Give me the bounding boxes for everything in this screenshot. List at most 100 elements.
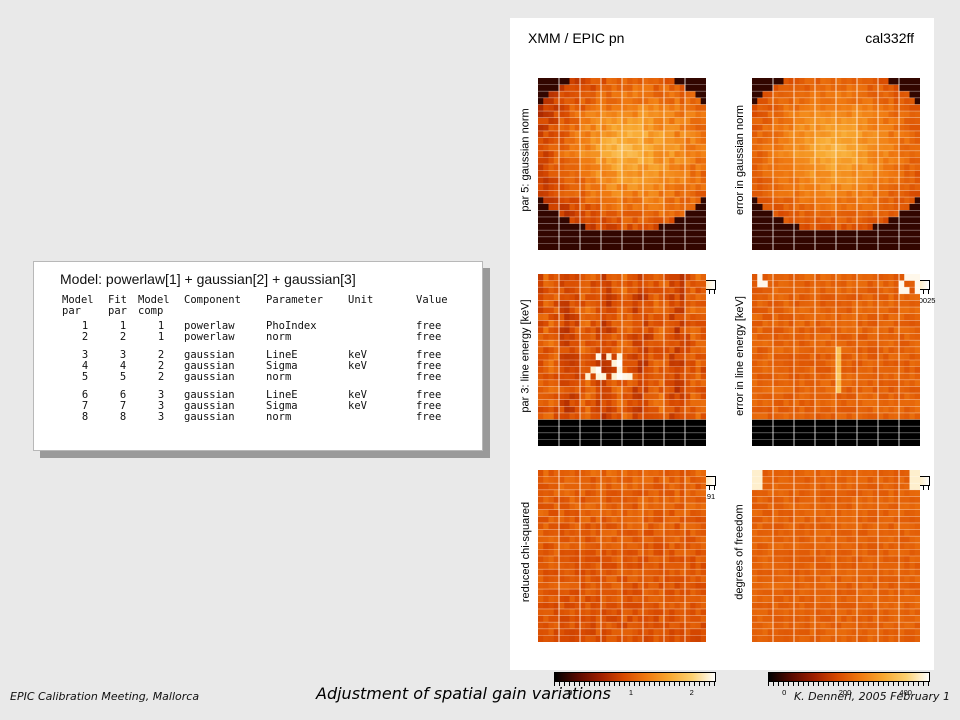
cell-value: free [416, 411, 442, 423]
cell-model-par: 4 [81, 360, 89, 372]
table-row: 6 6 3 gaussian LineE keV free [62, 383, 456, 401]
cell-component: gaussian [184, 411, 235, 423]
colorbar-tick-label: 1 [628, 688, 634, 697]
cell-model-comp: 3 [157, 411, 165, 423]
map-plot-energy-err: error in line energy [keV]00.0020.004 [730, 268, 932, 501]
figure-title: XMM / EPIC pn [528, 30, 625, 46]
cell-model-comp: 2 [157, 349, 165, 361]
table-row: 5 5 2 gaussian norm free [62, 372, 456, 383]
cell-component: gaussian [184, 360, 235, 372]
heatmap-image [538, 78, 707, 251]
table-row: 1 1 1 powerlaw PhoIndex free [62, 321, 456, 332]
cell-component: powerlaw [184, 331, 235, 343]
map-ylabel: par 3: line energy [keV] [516, 268, 536, 444]
cell-model-par: 8 [81, 411, 89, 423]
cell-component: gaussian [184, 349, 235, 361]
cell-fit-par: 8 [119, 411, 127, 423]
heatmap-image [752, 470, 921, 643]
cell-unit [348, 372, 416, 383]
cell-unit: keV [348, 400, 367, 412]
cell-model-comp: 1 [157, 320, 165, 332]
cell-model-comp: 3 [157, 389, 165, 401]
colorbar-tick-label: 200 [838, 688, 852, 697]
cell-parameter: LineE [266, 349, 298, 361]
cell-model-comp: 2 [157, 360, 165, 372]
colorbar: 0 1 2 [554, 672, 716, 700]
cell-model-par: 6 [81, 389, 89, 401]
model-title: Model: powerlaw[1] + gaussian[2] + gauss… [60, 271, 356, 287]
colorbar-tick-label: 5.91 [700, 492, 716, 501]
map-ylabel: error in line energy [keV] [730, 268, 750, 444]
map-ylabel-text: error in line energy [keV] [734, 296, 746, 416]
header-model-comp: Model comp [138, 294, 170, 317]
cell-value: free [416, 349, 442, 361]
table-row: 8 8 3 gaussian norm free [62, 412, 456, 423]
map-plot-dof: degrees of freedom 0 200 400 [730, 464, 932, 697]
cell-unit: keV [348, 360, 367, 372]
header-value: Value [416, 294, 448, 306]
colorbar-ticks [768, 682, 930, 686]
cell-fit-par: 1 [119, 320, 127, 332]
cell-fit-par: 5 [119, 371, 127, 383]
header-unit: Unit [348, 294, 374, 306]
map-ylabel: error in gaussian norm [730, 72, 750, 248]
colorbar-tick-label: 2 [689, 688, 694, 697]
cell-component: gaussian [184, 400, 235, 412]
cell-model-comp: 2 [157, 371, 165, 383]
footer-author-date: K. Dennerl, 2005 February 1 [793, 690, 950, 703]
table-row: 3 3 2 gaussian LineE keV free [62, 343, 456, 361]
cell-value: free [416, 400, 442, 412]
map-ylabel: par 5: gaussian norm [516, 72, 536, 248]
cell-value: free [416, 320, 442, 332]
heatmap-image [538, 470, 707, 643]
cell-value: free [416, 331, 442, 343]
model-panel: Model: powerlaw[1] + gaussian[2] + gauss… [33, 261, 483, 451]
colorbar-tick-label: 0 [568, 688, 573, 697]
model-parameter-table: Model par Fit par Model comp Component Para… [62, 295, 456, 423]
cell-unit [348, 412, 416, 423]
table-row: 7 7 3 gaussian Sigma keV free [62, 401, 456, 412]
header-model-par: Model par [62, 294, 94, 317]
map-plot-energy: par 3: line energy [keV]5.875.885.895.95… [516, 268, 718, 501]
cell-model-par: 7 [81, 400, 89, 412]
cell-component: powerlaw [184, 320, 235, 332]
map-ylabel-text: par 5: gaussian norm [520, 108, 532, 212]
cell-value: free [416, 371, 442, 383]
cell-unit [348, 321, 416, 332]
cell-parameter: norm [266, 371, 292, 383]
heatmap-image [752, 274, 921, 447]
colorbar-gradient [554, 672, 716, 682]
colorbar-tick-label: 0 [782, 688, 787, 697]
header-parameter: Parameter [266, 294, 323, 306]
calibration-figure: XMM / EPIC pn cal332ff par 5: gaussian n… [510, 18, 935, 697]
cell-model-par: 1 [81, 320, 89, 332]
map-ylabel-text: reduced chi-squared [520, 501, 533, 603]
colorbar-gradient [768, 672, 930, 682]
figure-id: cal332ff [865, 30, 914, 46]
map-ylabel-text: par 3: line energy [keV] [520, 299, 532, 413]
cell-value: free [416, 389, 442, 401]
table-header-row: Model par Fit par Model comp Component Para… [62, 295, 456, 321]
footer-meeting: EPIC Calibration Meeting, Mallorca [10, 690, 200, 703]
cell-parameter: Sigma [266, 400, 298, 412]
cell-parameter: norm [266, 331, 292, 343]
cell-model-comp: 1 [157, 331, 165, 343]
cell-fit-par: 6 [119, 389, 127, 401]
heatmap-image [538, 274, 707, 447]
map-ylabel-text: error in gaussian norm [734, 104, 746, 216]
cell-parameter: PhoIndex [266, 320, 317, 332]
map-ylabel: degrees of freedom [730, 464, 750, 640]
cell-model-par: 2 [81, 331, 89, 343]
cell-unit: keV [348, 389, 367, 401]
colorbar-tick-label: 0.00025 [908, 296, 936, 305]
cell-value: free [416, 360, 442, 372]
map-plot-norm-err: error in gaussian norm00.000050.00010.00… [730, 72, 935, 305]
heatmap-image [752, 78, 921, 251]
cell-fit-par: 4 [119, 360, 127, 372]
cell-unit: keV [348, 349, 367, 361]
slide-title: Adjustment of spatial gain variations [316, 684, 611, 703]
colorbar: 0 200 400 [768, 672, 930, 700]
map-ylabel: reduced chi-squared [516, 464, 536, 640]
cell-model-comp: 3 [157, 400, 165, 412]
